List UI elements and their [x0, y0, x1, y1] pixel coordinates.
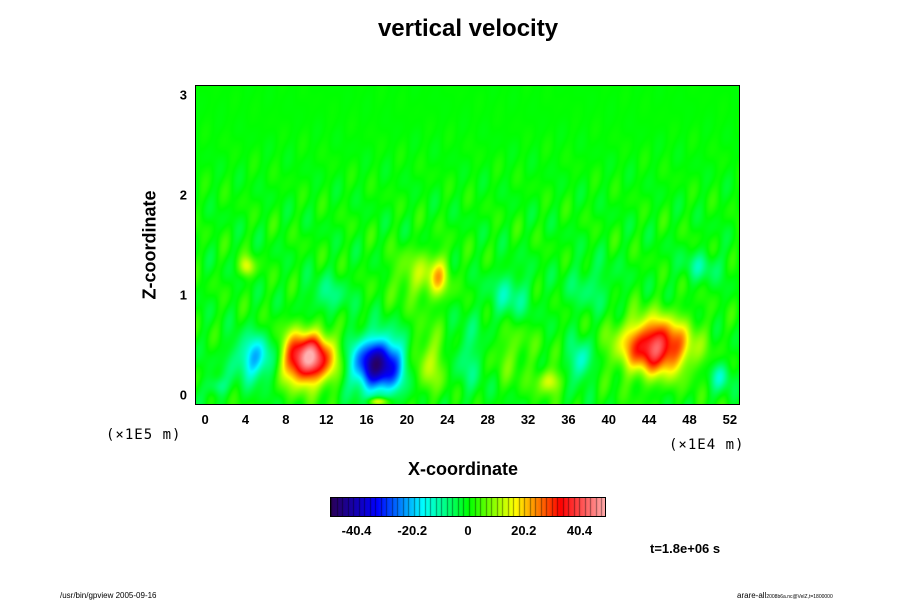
x-tick-label: 0	[201, 412, 209, 427]
x-tick-label: 36	[561, 412, 576, 427]
x-tick-label: 52	[722, 412, 738, 427]
colorbar-gradient	[331, 498, 605, 516]
y-axis-title: Z-coordinate	[139, 190, 160, 300]
chart-title: vertical velocity	[377, 15, 559, 42]
footer-right-main: arare-all	[737, 591, 767, 600]
footer-right: arare-all2008b6a.nc@VelZ,t=1800000	[737, 591, 833, 600]
time-label: t=1.8e+06 s	[650, 541, 721, 556]
footer-right-sub: 2008b6a.nc@VelZ,t=1800000	[766, 594, 833, 600]
x-tick-label: 32	[520, 412, 536, 427]
y-tick-label: 2	[179, 187, 187, 203]
colorbar-tick-label: 20.2	[511, 523, 537, 538]
plot-area	[195, 85, 740, 405]
x-tick-label: 12	[318, 412, 334, 427]
y-tick-label: 0	[179, 387, 187, 403]
x-tick-label: 20	[399, 412, 415, 427]
x-tick-label: 44	[641, 412, 657, 427]
x-tick-label: 24	[440, 412, 455, 427]
x-tick-label: 16	[359, 412, 374, 427]
colorbar	[330, 497, 606, 517]
x-tick-label: 8	[282, 412, 290, 427]
x-tick-label: 48	[682, 412, 697, 427]
colorbar-tick-label: 40.4	[566, 523, 593, 538]
x-axis-title: X-coordinate	[408, 459, 519, 479]
colorbar-tick-label: -40.4	[341, 523, 372, 538]
x-tick-label: 28	[480, 412, 495, 427]
x-tick-label: 40	[601, 412, 617, 427]
x-tick-label: 4	[241, 412, 250, 427]
heatmap-field	[196, 86, 739, 404]
y-unit-label: (×1E5 m)	[106, 427, 182, 443]
colorbar-tick-label: -20.2	[397, 523, 428, 538]
colorbar-tick-label: 0	[464, 523, 472, 538]
x-unit-label: (×1E4 m)	[669, 437, 745, 453]
footer-left: /usr/bin/gpview 2005-09-16	[60, 591, 157, 600]
y-tick-label: 1	[179, 287, 187, 303]
y-tick-label: 3	[179, 87, 187, 103]
